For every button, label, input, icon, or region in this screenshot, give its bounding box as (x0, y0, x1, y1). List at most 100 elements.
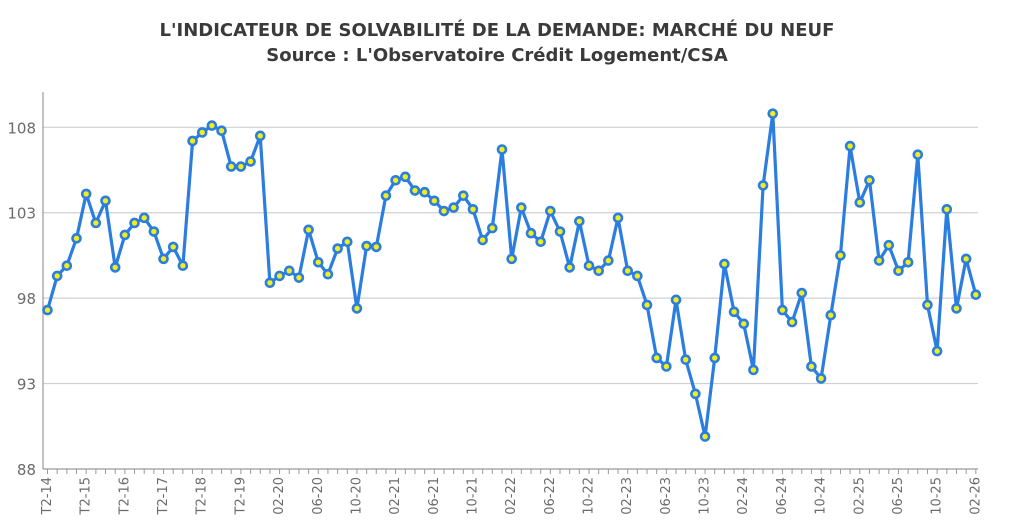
data-point (42, 304, 53, 316)
data-point (574, 215, 585, 227)
data-point (970, 289, 982, 301)
data-point (622, 265, 634, 277)
data-point (883, 239, 895, 251)
data-point (428, 195, 440, 207)
x-tick-label: 10-21 (465, 477, 480, 515)
data-point (545, 205, 556, 217)
data-point (738, 318, 750, 330)
data-point (612, 212, 624, 224)
x-tick-label: 06-20 (311, 477, 326, 515)
data-point (380, 190, 392, 201)
data-point (651, 352, 663, 364)
data-point (177, 260, 189, 271)
x-tick-label: T2-18 (195, 477, 210, 515)
data-point (109, 262, 121, 273)
x-tick-label: 02-21 (388, 477, 403, 515)
data-point (661, 361, 672, 372)
data-point (274, 270, 285, 282)
data-point (303, 224, 314, 236)
x-tick-label: 02-26 (968, 477, 983, 515)
data-point (448, 202, 459, 213)
data-point (90, 217, 102, 229)
y-tick-label: 98 (17, 290, 36, 308)
data-point (129, 217, 140, 229)
data-point (835, 250, 846, 261)
data-point (245, 156, 256, 167)
data-point (80, 188, 92, 200)
data-point (564, 262, 575, 273)
data-point (206, 120, 218, 131)
data-point (748, 364, 759, 376)
data-point (332, 243, 343, 254)
data-point (312, 256, 324, 268)
x-tick-label: 10-22 (582, 477, 597, 515)
data-point (438, 205, 450, 217)
data-point (902, 256, 914, 268)
data-point (409, 185, 421, 196)
x-tick-label: 06-25 (891, 477, 906, 515)
data-point (148, 226, 160, 237)
data-point (728, 306, 740, 318)
x-tick-label: 06-21 (427, 477, 442, 515)
data-point (796, 287, 808, 299)
data-point (670, 294, 682, 306)
data-point (419, 186, 430, 198)
data-point (960, 253, 972, 265)
y-tick-label: 93 (17, 376, 36, 394)
data-point (951, 303, 962, 314)
data-point (254, 130, 266, 142)
data-point (699, 431, 711, 442)
data-point (854, 197, 866, 208)
data-point (399, 171, 411, 183)
data-point (506, 253, 517, 265)
data-point (603, 255, 614, 266)
x-tick-label: 02-22 (504, 477, 519, 515)
data-point (680, 354, 692, 365)
x-tick-label: 10-25 (930, 477, 945, 515)
data-point (351, 303, 363, 314)
data-point (922, 299, 933, 311)
x-tick-label: 02-24 (736, 477, 751, 515)
x-tick-label: 02-25 (852, 477, 867, 515)
data-point (767, 108, 779, 119)
series-line (45, 111, 978, 439)
data-point (893, 265, 904, 277)
data-point (554, 226, 566, 237)
data-point (912, 149, 924, 160)
data-point (370, 241, 382, 253)
y-tick-label: 108 (7, 119, 36, 137)
data-point (931, 345, 943, 357)
x-tick-label: 10-24 (814, 477, 829, 515)
data-point (61, 260, 73, 271)
x-tick-label: 06-23 (659, 477, 674, 515)
x-tick-label: 10-20 (349, 477, 364, 515)
data-point (535, 236, 546, 248)
data-point (341, 236, 353, 248)
data-point (158, 253, 169, 265)
data-point (51, 270, 63, 282)
data-point (825, 309, 837, 321)
data-point (283, 265, 295, 277)
data-point (593, 265, 604, 277)
x-tick-label: T2-15 (79, 477, 94, 515)
data-point (806, 361, 817, 372)
data-point (844, 140, 856, 152)
chart-title: L'INDICATEUR DE SOLVABILITÉ DE LA DEMAND… (159, 20, 835, 41)
data-point (196, 127, 208, 138)
data-point (119, 229, 131, 241)
data-point (458, 190, 469, 201)
data-point (235, 161, 247, 172)
data-point (264, 277, 276, 289)
data-point (225, 161, 237, 172)
x-tick-label: T2-14 (40, 477, 55, 515)
x-tick-label: 02-23 (620, 477, 635, 515)
x-tick-label: T2-19 (233, 477, 248, 515)
data-point (487, 222, 498, 234)
chart-subtitle: Source : L'Observatoire Crédit Logement/… (266, 45, 728, 66)
x-tick-label: T2-17 (156, 477, 171, 515)
data-point (322, 268, 334, 280)
data-point (815, 373, 827, 384)
data-point (467, 204, 479, 215)
data-point (777, 304, 788, 316)
data-point (477, 234, 488, 246)
